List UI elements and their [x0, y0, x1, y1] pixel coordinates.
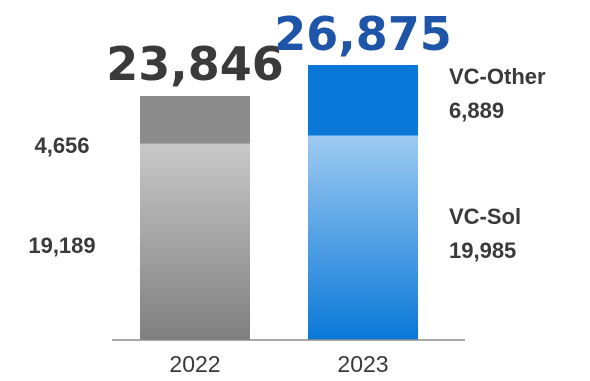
total-label-2023: 26,875 [274, 7, 452, 61]
segment-label-2022-vc-sol: 19,189 [28, 233, 95, 258]
legend-vc-sol-name: VC-Sol [449, 204, 521, 229]
legend-vc-other-name: VC-Other [449, 64, 546, 89]
bar-2022-vc-sol [140, 143, 250, 340]
bar-2023-vc-sol [308, 135, 418, 340]
x-tick-2023: 2023 [337, 351, 388, 377]
bar-2022-vc-other [140, 96, 250, 144]
segment-label-2023-vc-sol: 19,985 [449, 238, 516, 263]
bar-2023-vc-other [308, 65, 418, 136]
segment-label-2023-vc-other: 6,889 [449, 98, 504, 123]
x-tick-2022: 2022 [169, 351, 220, 377]
segment-label-2022-vc-other: 4,656 [34, 133, 89, 158]
total-label-2022: 23,846 [106, 37, 284, 91]
